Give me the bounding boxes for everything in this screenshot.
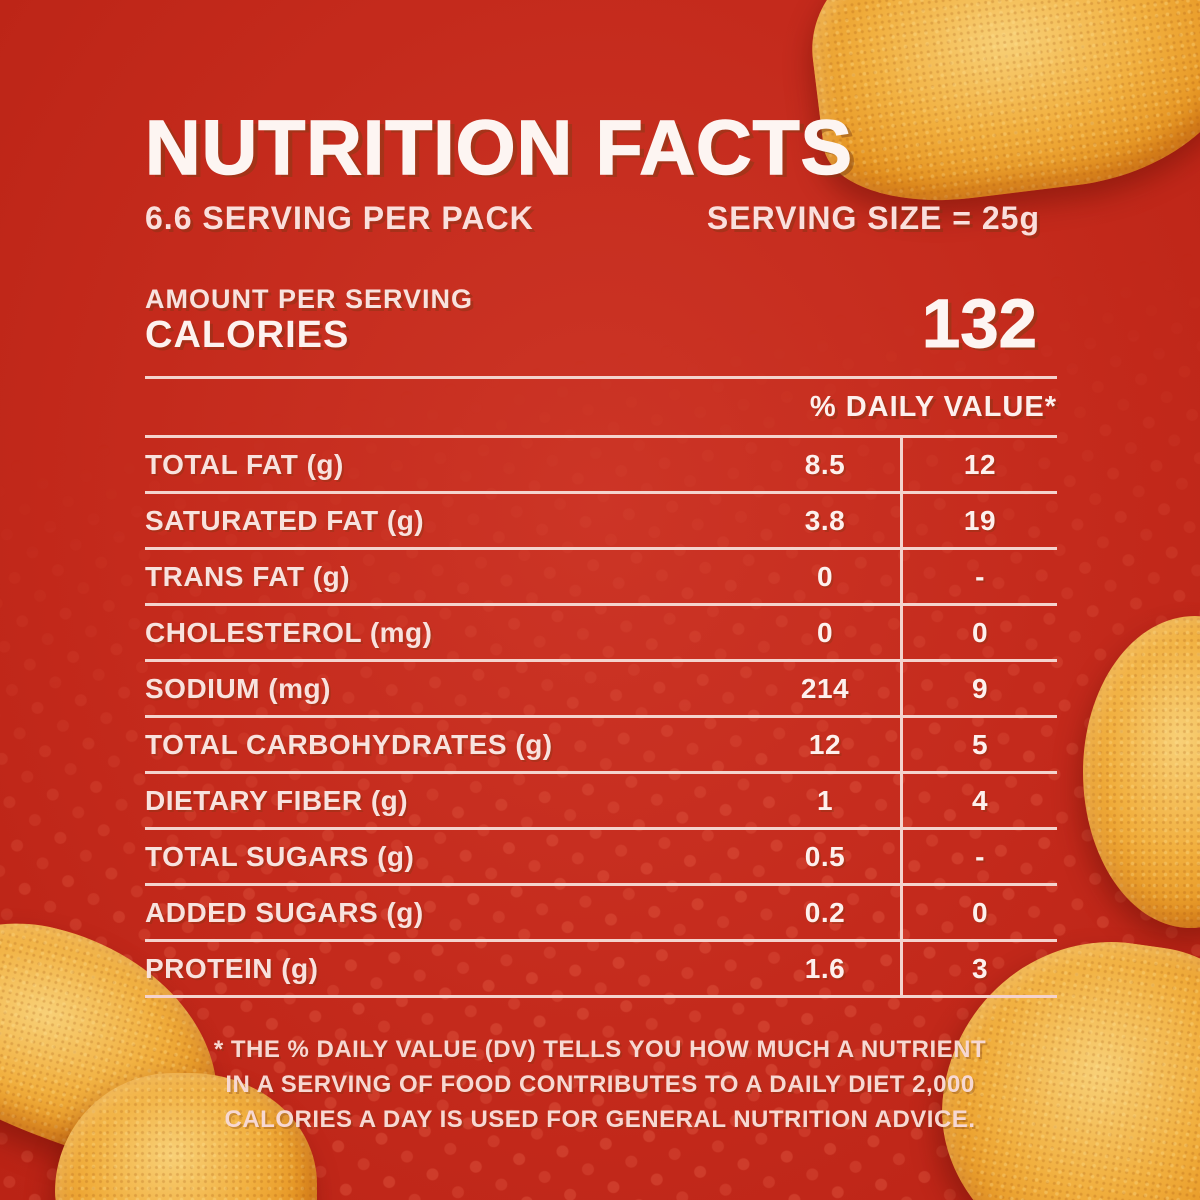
row-amount: 0 [816, 560, 834, 592]
table-row: SATURATED FAT (g) 3.8 19 [145, 494, 1057, 550]
footnote-line: CALORIES A DAY IS USED FOR GENERAL NUTRI… [224, 1106, 976, 1133]
row-amount: 0 [816, 616, 834, 648]
row-label: TOTAL SUGARS (g) [145, 840, 415, 872]
row-daily-value: - [900, 830, 1057, 883]
table-row: PROTEIN (g) 1.6 3 [145, 942, 1057, 998]
daily-value-footnote: * THE % DAILY VALUE (DV) TELLS YOU HOW M… [0, 1032, 1200, 1137]
calories-label: CALORIES [145, 314, 350, 356]
row-label: PROTEIN (g) [145, 952, 319, 984]
daily-value-header: % DAILY VALUE* [809, 391, 1057, 423]
row-daily-value: 9 [900, 662, 1057, 715]
page-title: NUTRITION FACTS [144, 104, 853, 192]
footnote-line: IN A SERVING OF FOOD CONTRIBUTES TO A DA… [225, 1071, 975, 1098]
row-label: ADDED SUGARS (g) [145, 896, 424, 928]
footnote-line: * THE % DAILY VALUE (DV) TELLS YOU HOW M… [213, 1036, 987, 1063]
table-row: DIETARY FIBER (g) 1 4 [145, 774, 1057, 830]
row-daily-value: 5 [900, 718, 1057, 771]
table-row: CHOLESTEROL (mg) 0 0 [145, 606, 1057, 662]
row-amount: 3.8 [804, 504, 846, 536]
row-label: TOTAL FAT (g) [145, 448, 344, 480]
row-amount: 12 [808, 728, 842, 760]
row-amount: 8.5 [804, 448, 846, 480]
row-daily-value: 0 [900, 606, 1057, 659]
row-daily-value: 19 [900, 494, 1057, 547]
calories-divider-line [145, 376, 1057, 379]
row-amount: 0.5 [804, 840, 846, 872]
row-label: CHOLESTEROL (mg) [145, 616, 433, 648]
row-amount: 214 [800, 672, 850, 704]
row-label: SODIUM (mg) [145, 672, 331, 704]
row-amount: 0.2 [804, 896, 846, 928]
row-daily-value: 4 [900, 774, 1057, 827]
amount-per-serving-label: AMOUNT PER SERVING [145, 284, 474, 314]
row-amount: 1 [816, 784, 834, 816]
row-daily-value: 12 [900, 438, 1057, 491]
serving-size-text: SERVING SIZE = 25g [706, 200, 1040, 236]
row-daily-value: - [900, 550, 1057, 603]
table-row: SODIUM (mg) 214 9 [145, 662, 1057, 718]
table-row: TOTAL SUGARS (g) 0.5 - [145, 830, 1057, 886]
row-label: DIETARY FIBER (g) [145, 784, 409, 816]
row-label: TRANS FAT (g) [145, 560, 351, 592]
row-amount: 1.6 [804, 952, 846, 984]
nutrition-table: TOTAL FAT (g) 8.5 12 SATURATED FAT (g) 3… [145, 435, 1057, 998]
row-label: TOTAL CARBOHYDRATES (g) [145, 728, 553, 760]
row-daily-value: 0 [900, 886, 1057, 939]
table-row: TRANS FAT (g) 0 - [145, 550, 1057, 606]
row-label: SATURATED FAT (g) [145, 504, 425, 536]
table-row: TOTAL FAT (g) 8.5 12 [145, 438, 1057, 494]
table-row: TOTAL CARBOHYDRATES (g) 12 5 [145, 718, 1057, 774]
servings-per-pack-text: 6.6 SERVING PER PACK [145, 200, 534, 236]
row-daily-value: 3 [900, 942, 1057, 995]
calories-value: 132 [921, 285, 1037, 363]
table-row: ADDED SUGARS (g) 0.2 0 [145, 886, 1057, 942]
